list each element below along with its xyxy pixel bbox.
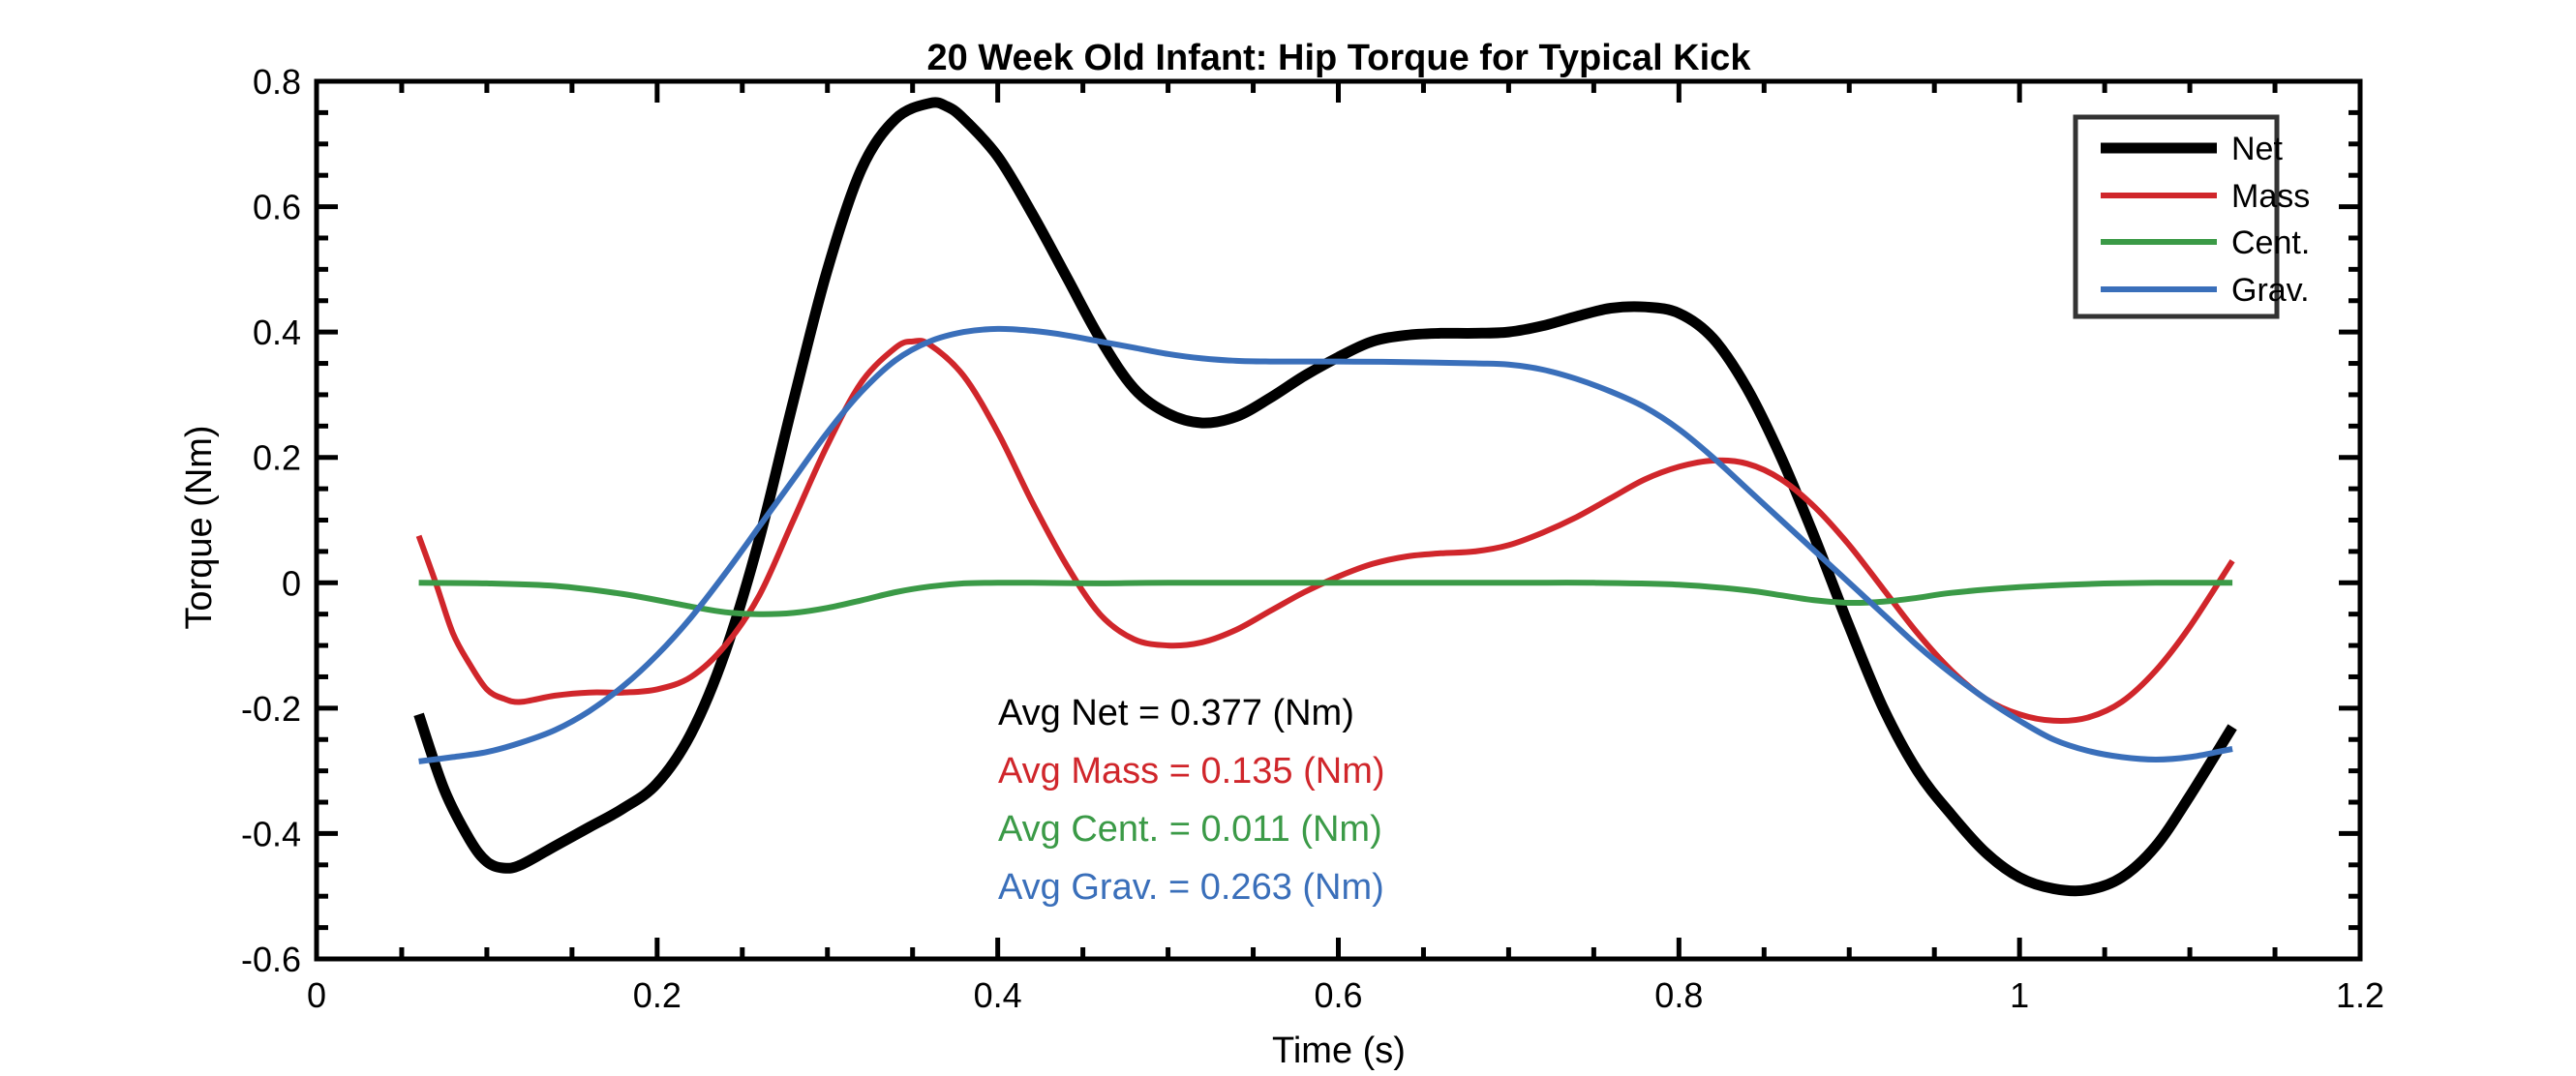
y-tick-label: 0.2 [253, 438, 301, 478]
legend-label-mass: Mass [2231, 178, 2310, 215]
chart-title: 20 Week Old Infant: Hip Torque for Typic… [927, 38, 1752, 78]
y-tick-label: 0 [282, 563, 301, 603]
legend-label-net: Net [2231, 131, 2283, 167]
x-tick-label: 0.4 [974, 975, 1022, 1015]
series-line-grav [418, 325, 2233, 764]
series-line-net [413, 97, 2237, 897]
x-tick-label: 1 [2010, 975, 2029, 1015]
series-line-cent [418, 580, 2233, 617]
y-axis-label: Torque (Nm) [179, 425, 220, 629]
y-tick-label: 0.8 [253, 62, 301, 102]
x-tick-label: 1.2 [2336, 975, 2384, 1015]
annotation-average: Avg Cent. = 0.011 (Nm) [998, 809, 1382, 850]
series-line-mass [415, 338, 2235, 725]
x-tick-label: 0 [307, 975, 326, 1015]
annotation-average: Avg Net = 0.377 (Nm) [998, 693, 1354, 733]
plot-area-border [314, 78, 2363, 962]
data-series [413, 97, 2237, 897]
y-tick-label: -0.6 [241, 940, 301, 979]
y-tick-label: -0.4 [241, 814, 301, 853]
annotation-average: Avg Grav. = 0.263 (Nm) [998, 867, 1384, 908]
y-tick-label: 0.6 [253, 188, 301, 227]
x-tick-label: 0.2 [633, 975, 682, 1015]
annotation-average: Avg Mass = 0.135 (Nm) [998, 751, 1385, 792]
y-tick-label: 0.4 [253, 313, 301, 352]
legend-label-grav: Grav. [2231, 272, 2310, 309]
tick-labels: 0 0.2 0.4 0.6 0.8 1 1.2 -0.6 -0.4 -0.2 0 0.2 0.4 0.6 0… [241, 62, 2384, 1015]
x-tick-label: 0.6 [1314, 975, 1362, 1015]
average-annotations: Avg Net = 0.377 (Nm) Avg Mass = 0.135 (Nm… [998, 693, 1385, 908]
x-tick-label: 0.8 [1654, 975, 1703, 1015]
y-tick-label: -0.2 [241, 689, 301, 729]
legend-label-cent: Cent. [2231, 224, 2310, 261]
x-axis-label: Time (s) [1272, 1031, 1406, 1071]
legend: Net Mass Cent. Grav. [2073, 114, 2310, 319]
